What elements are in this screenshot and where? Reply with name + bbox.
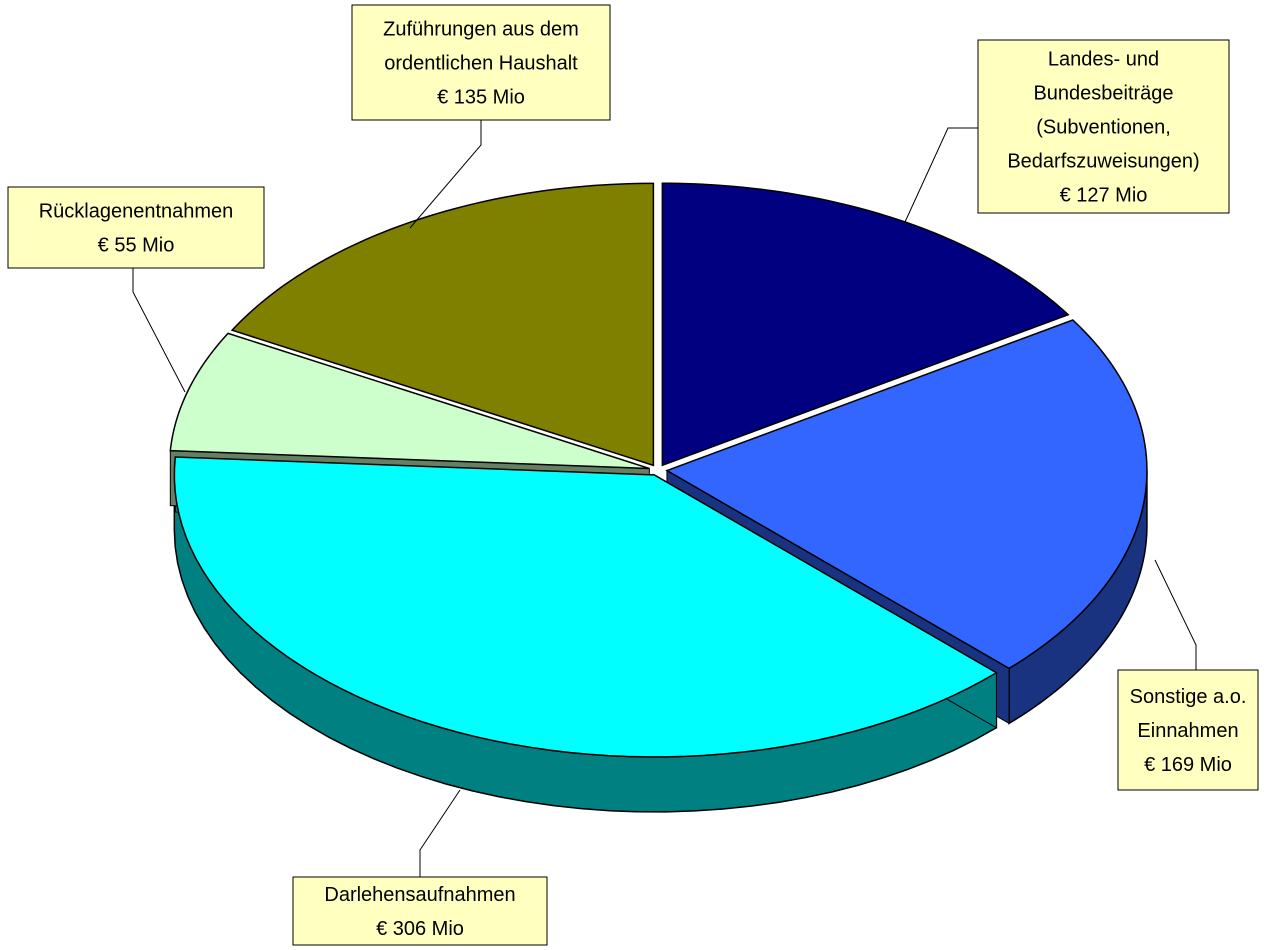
label-box <box>7 186 265 269</box>
category-label: Sonstige a.o. Einnahmen <box>1130 686 1247 742</box>
value-label: € 55 Mio <box>98 235 175 257</box>
slice <box>169 332 650 470</box>
label-box <box>977 39 1230 214</box>
value-label: € 306 Mio <box>376 918 464 940</box>
value-label: € 169 Mio <box>1144 754 1232 776</box>
label-box <box>292 876 548 946</box>
label-box <box>351 4 611 121</box>
category-label: Rücklagenentnahmen <box>39 201 234 223</box>
leader-line <box>419 789 461 877</box>
slice <box>230 182 655 467</box>
value-label: € 127 Mio <box>1060 185 1148 207</box>
slice <box>665 319 1148 670</box>
value-label: € 135 Mio <box>437 87 525 109</box>
leader-line <box>904 127 978 223</box>
category-label: Landes- und Bundesbeiträge (Subventionen, B… <box>1007 49 1199 173</box>
label-box <box>1117 669 1259 791</box>
leader-line <box>132 268 186 393</box>
leader-line <box>1154 559 1197 670</box>
category-label: Darlehensaufnahmen <box>324 884 515 906</box>
slice <box>173 456 998 758</box>
leader-line <box>409 120 482 229</box>
slice <box>661 182 1070 467</box>
category-label: Zuführungen aus dem ordentlichen Haushalt <box>383 19 579 75</box>
